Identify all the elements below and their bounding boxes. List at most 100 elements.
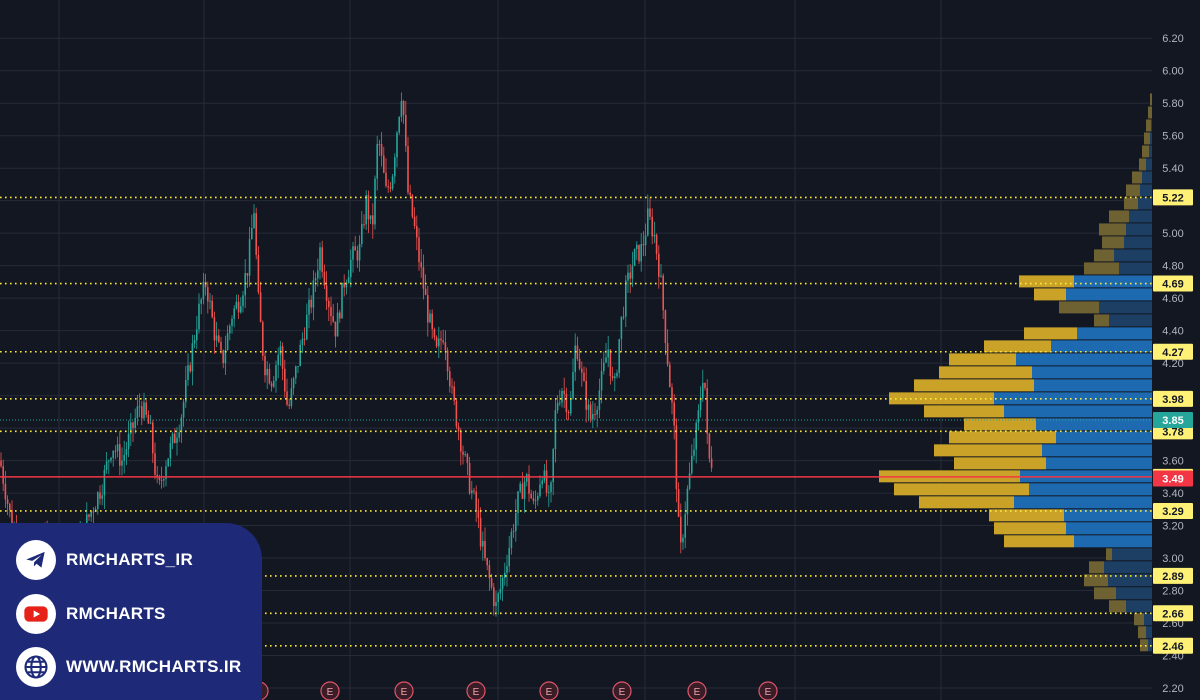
candle-body-200 (440, 338, 442, 341)
vp-buy-bar-3 (1126, 600, 1154, 613)
price-axis[interactable]: 2.202.402.602.803.003.203.403.603.804.00… (1152, 0, 1200, 700)
candle-body-264 (581, 368, 583, 373)
axis-tick-label-4: 3.00 (1162, 553, 1183, 565)
candle-body-245 (539, 484, 541, 497)
vp-buy-bar-28 (1074, 275, 1154, 288)
vp-buy-bar-17 (1036, 418, 1154, 431)
candle-body-83 (182, 402, 185, 418)
candle-body-186 (409, 192, 411, 196)
candle-body-265 (583, 372, 585, 381)
candle-body-201 (442, 340, 444, 343)
vp-buy-bar-6 (1104, 561, 1154, 574)
social-telegram[interactable]: RMCHARTS_IR (16, 540, 193, 580)
vp-buy-bar-36 (1142, 171, 1154, 184)
candle-body-71 (156, 474, 158, 478)
axis-tick-label-18: 5.80 (1162, 98, 1183, 110)
candle-body-113 (248, 239, 251, 276)
candle-body-217 (477, 510, 480, 518)
candle-body-287 (631, 265, 634, 279)
candle-body-291 (640, 244, 642, 262)
vp-sell-bar-36 (1132, 171, 1142, 184)
candle-body-257 (565, 393, 568, 413)
candle-body-103 (226, 333, 229, 351)
axis-tick-label-10: 4.20 (1162, 358, 1183, 370)
candle-body-133 (292, 378, 295, 389)
candle-body-147 (323, 272, 326, 286)
candle-body-312 (686, 488, 689, 515)
candle-body-97 (213, 317, 216, 341)
candle-body-230 (506, 566, 508, 573)
candle-body-89 (196, 329, 198, 341)
candle-body-144 (317, 270, 319, 279)
candle-body-77 (169, 443, 172, 459)
candle-body-216 (475, 491, 477, 511)
candle-body-242 (532, 498, 535, 501)
candle-body-314 (691, 455, 693, 474)
candle-body-174 (383, 155, 385, 173)
candle-body-153 (336, 312, 339, 337)
level-label-2: 4.27 (1162, 347, 1183, 359)
candle-body-119 (262, 322, 264, 356)
candle-body-302 (664, 310, 667, 344)
vp-sell-bar-34 (1124, 197, 1138, 210)
vp-sell-bar-25 (1094, 314, 1109, 327)
social-youtube[interactable]: RMCHARTS (16, 594, 166, 634)
candle-body-163 (358, 243, 361, 261)
candle-body-137 (301, 338, 304, 345)
axis-tick-label-11: 4.40 (1162, 326, 1183, 338)
candle-body-315 (693, 449, 695, 456)
candle-body-51 (112, 450, 114, 458)
candle-body-250 (550, 482, 552, 493)
candle-body-176 (387, 186, 389, 188)
level-label-8-bg (1153, 605, 1193, 622)
candle-body-307 (675, 425, 678, 490)
level-label-9: 2.46 (1162, 641, 1183, 653)
vp-buy-bar-25 (1109, 314, 1154, 327)
candle-body-283 (622, 316, 625, 318)
social-website[interactable]: WWW.RMCHARTS.IR (16, 647, 241, 687)
vp-sell-bar-6 (1089, 561, 1104, 574)
candle-body-206 (453, 386, 455, 401)
current-price-label-bg (1153, 411, 1193, 428)
candle-body-279 (614, 376, 616, 379)
candle-body-155 (341, 282, 343, 319)
candle-body-175 (385, 172, 387, 187)
candle-body-3 (6, 499, 9, 504)
candle-body-48 (105, 461, 108, 470)
vp-sell-bar-22 (949, 353, 1016, 366)
candle-body-114 (251, 228, 253, 240)
candle-body-2 (4, 483, 7, 500)
candle-body-274 (603, 362, 605, 372)
candle-body-1 (2, 466, 4, 484)
candle-body-191 (420, 262, 422, 268)
vp-sell-bar-42 (1150, 93, 1153, 106)
axis-tick-label-14: 5.00 (1162, 228, 1183, 240)
candle-body-116 (255, 213, 257, 255)
earnings-marker-4 (466, 681, 486, 700)
candle-body-267 (587, 404, 590, 410)
candle-body-246 (541, 480, 543, 485)
candle-body-64 (141, 406, 143, 419)
candle-body-106 (233, 308, 235, 319)
candle-body-195 (429, 313, 431, 323)
candle-body-136 (299, 344, 301, 367)
candle-body-194 (427, 295, 429, 323)
axis-tick-label-17: 5.60 (1162, 131, 1183, 143)
level-label-0: 5.22 (1162, 192, 1183, 204)
candle-body-54 (119, 444, 121, 466)
candle-body-118 (259, 292, 262, 323)
candle-body-290 (638, 244, 640, 262)
candle-body-50 (110, 457, 112, 461)
vp-buy-bar-4 (1116, 587, 1154, 600)
vp-sell-bar-24 (1024, 327, 1077, 340)
social-badge: RMCHARTS_IR RMCHARTS WWW.RMCHARTS.IR (0, 523, 262, 700)
youtube-icon (16, 594, 56, 634)
level-label-3-bg (1153, 390, 1193, 407)
candle-body-108 (237, 301, 240, 313)
earnings-marker-label-3: E (401, 687, 408, 698)
candle-body-49 (108, 460, 110, 462)
candle-body-214 (471, 490, 473, 494)
candle-body-135 (297, 366, 299, 368)
candle-body-247 (543, 470, 546, 481)
candle-body-282 (620, 316, 623, 340)
